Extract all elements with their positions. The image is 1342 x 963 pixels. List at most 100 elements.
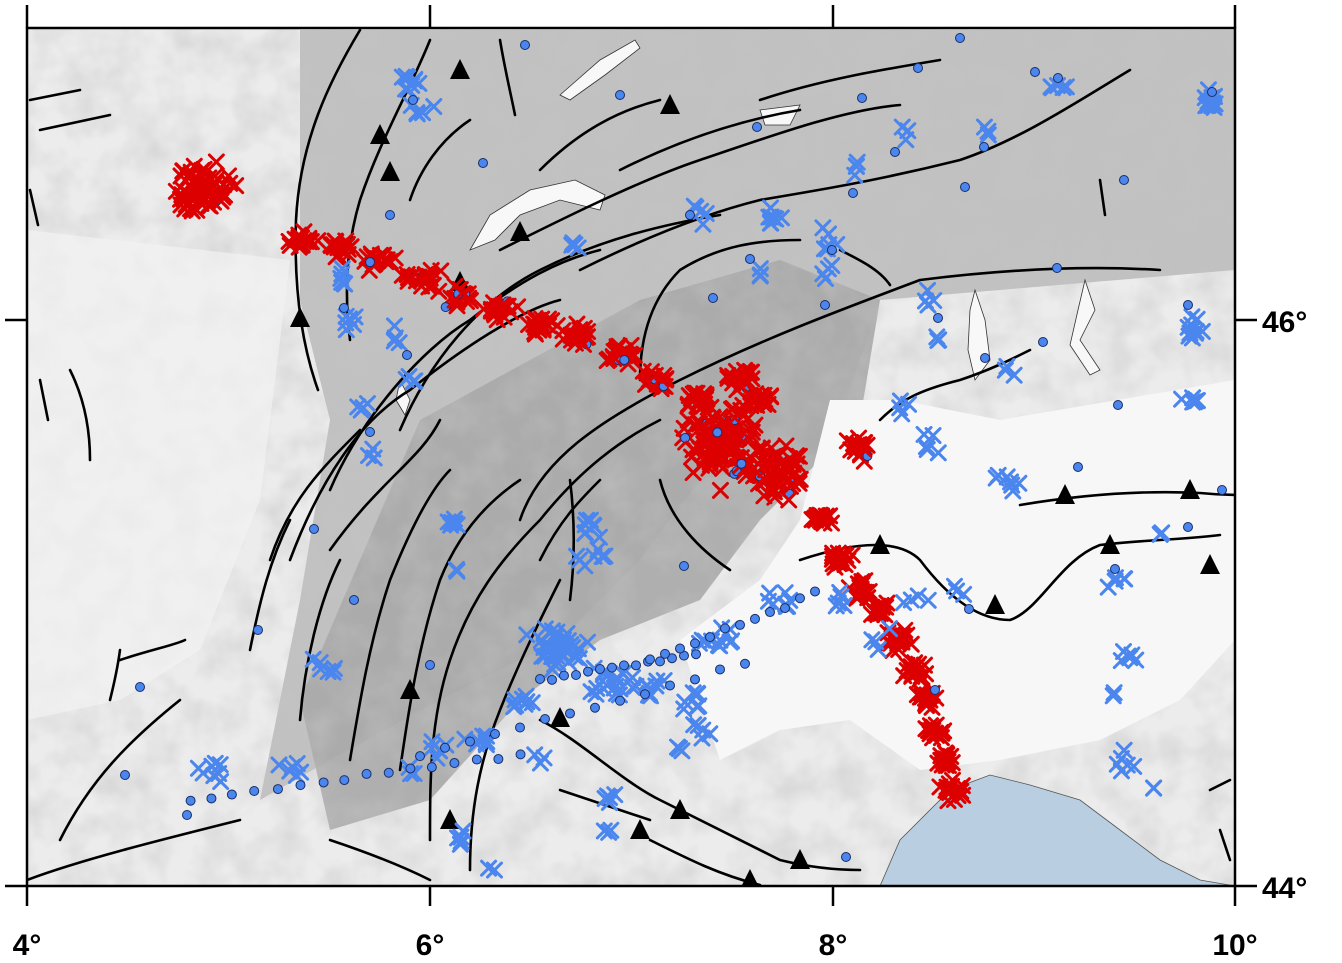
filled-circle bbox=[440, 302, 451, 313]
x-mark bbox=[780, 471, 798, 489]
x-mark bbox=[933, 724, 951, 742]
x-mark bbox=[711, 481, 729, 499]
map-area bbox=[27, 28, 1235, 886]
filled-circle bbox=[349, 595, 359, 605]
x-mark bbox=[987, 469, 1005, 487]
x-mark bbox=[832, 588, 850, 606]
x-mark bbox=[1186, 393, 1204, 411]
filled-circle bbox=[960, 182, 970, 192]
x-mark bbox=[189, 759, 207, 777]
x-mark bbox=[582, 683, 600, 701]
thrust-triangle bbox=[290, 307, 310, 327]
filled-circle bbox=[660, 648, 670, 659]
filled-circle bbox=[365, 427, 375, 437]
filled-circle bbox=[383, 767, 394, 778]
x-mark bbox=[485, 861, 503, 879]
x-mark bbox=[526, 746, 544, 764]
fault-line bbox=[58, 698, 182, 842]
thrust-triangle bbox=[790, 849, 810, 869]
x-mark bbox=[925, 292, 943, 310]
fault-line bbox=[838, 248, 892, 287]
filled-circle bbox=[679, 561, 689, 571]
x-mark bbox=[288, 755, 306, 773]
filled-circle bbox=[318, 777, 329, 788]
x-mark bbox=[695, 390, 713, 408]
x-mark bbox=[564, 234, 582, 252]
x-mark bbox=[446, 277, 464, 295]
x-tick-label: 4° bbox=[13, 929, 42, 962]
filled-circle bbox=[645, 654, 655, 665]
x-mark bbox=[757, 461, 775, 479]
x-mark bbox=[866, 602, 884, 620]
filled-circle bbox=[640, 689, 650, 700]
x-mark bbox=[304, 650, 322, 668]
filled-circle bbox=[425, 660, 435, 670]
x-mark bbox=[380, 254, 398, 272]
filled-circle bbox=[339, 775, 350, 786]
thrust-triangle bbox=[741, 869, 759, 886]
x-mark bbox=[697, 205, 715, 223]
x-mark bbox=[761, 584, 779, 602]
x-mark bbox=[721, 633, 739, 651]
x-mark bbox=[863, 631, 881, 649]
filled-circle bbox=[708, 293, 718, 303]
x-mark bbox=[751, 267, 769, 285]
filled-circle bbox=[1119, 175, 1129, 185]
filled-circle bbox=[715, 664, 725, 675]
x-mark bbox=[474, 727, 492, 745]
fault-line bbox=[498, 103, 902, 252]
x-mark bbox=[790, 447, 808, 465]
x-mark bbox=[531, 754, 549, 772]
filled-circle bbox=[1207, 87, 1217, 97]
x-mark bbox=[414, 104, 432, 122]
x-mark bbox=[488, 311, 506, 329]
x-mark bbox=[898, 656, 916, 674]
filled-circle bbox=[253, 625, 263, 635]
x-mark bbox=[188, 174, 206, 192]
x-mark bbox=[722, 400, 740, 418]
x-mark bbox=[780, 491, 798, 509]
x-mark bbox=[842, 441, 860, 459]
filled-circle bbox=[752, 122, 762, 132]
thrust-triangle bbox=[630, 819, 650, 839]
x-tick-label: 8° bbox=[819, 929, 848, 962]
filled-circle bbox=[980, 353, 990, 363]
x-mark bbox=[485, 301, 503, 319]
x-mark bbox=[850, 429, 868, 447]
filled-circle bbox=[690, 638, 700, 649]
fault-line bbox=[398, 478, 522, 772]
filled-circle bbox=[810, 586, 820, 597]
filled-circle bbox=[478, 158, 488, 168]
x-mark bbox=[174, 162, 192, 180]
fault-line bbox=[578, 68, 1132, 272]
map-frame bbox=[25, 26, 1237, 888]
x-mark bbox=[830, 553, 848, 571]
filled-circle bbox=[750, 613, 760, 624]
fault-line bbox=[518, 266, 1162, 522]
fault-line bbox=[798, 533, 1222, 622]
x-mark bbox=[610, 337, 628, 355]
y-tick-label: 46° bbox=[1262, 306, 1307, 339]
filled-circle bbox=[1217, 485, 1227, 495]
filled-circle bbox=[745, 254, 755, 264]
x-mark bbox=[405, 372, 423, 390]
x-mark bbox=[300, 232, 318, 250]
x-mark bbox=[359, 447, 377, 465]
filled-circle bbox=[735, 619, 745, 630]
filled-circle bbox=[490, 729, 500, 740]
fault-line bbox=[268, 428, 362, 562]
x-mark bbox=[477, 736, 495, 754]
filled-circle bbox=[690, 674, 700, 685]
x-mark bbox=[924, 427, 942, 445]
filled-circle bbox=[1110, 564, 1120, 574]
filled-circle bbox=[535, 674, 545, 685]
x-mark bbox=[690, 697, 708, 715]
filled-circle bbox=[665, 680, 675, 691]
x-mark bbox=[1104, 687, 1122, 705]
x-mark bbox=[393, 266, 411, 284]
filled-circle bbox=[964, 604, 974, 614]
filled-circle bbox=[571, 669, 581, 680]
x-mark bbox=[397, 67, 415, 85]
x-mark bbox=[346, 308, 364, 326]
x-mark bbox=[979, 126, 997, 144]
